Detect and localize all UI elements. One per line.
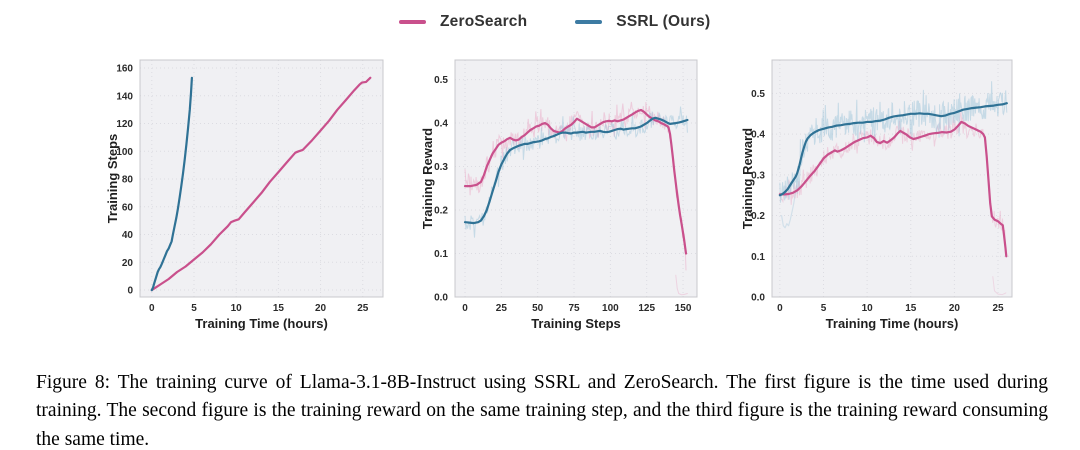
figure-caption: Figure 8: The training curve of Llama-3.… [36, 371, 1048, 450]
y-tick-label: 0.0 [751, 293, 765, 304]
x-axis-label: Training Steps [531, 316, 621, 331]
y-tick-label: 0.1 [434, 249, 448, 260]
plot-area [455, 60, 697, 297]
x-tick-label: 125 [638, 303, 655, 314]
x-tick-label: 25 [357, 303, 369, 314]
legend-item-zerosearch: ZeroSearch [399, 13, 527, 31]
y-tick-label: 60 [122, 202, 134, 213]
legend: ZeroSearch SSRL (Ours) [399, 13, 710, 31]
x-tick-label: 100 [602, 303, 619, 314]
y-tick-label: 0.3 [434, 162, 448, 173]
legend-label-ssrl: SSRL (Ours) [616, 13, 711, 30]
zerosearch-line [463, 108, 688, 255]
charts-canvas: 0 5 10 15 20 25020406080100120140160Training … [105, 59, 1013, 331]
y-tick-label: 0.5 [751, 89, 765, 100]
y-axis-label: Training Reward [740, 128, 755, 229]
x-tick-label: 0 [462, 303, 468, 314]
x-tick-label: 5 [821, 303, 827, 314]
ssrl-(ours)-line [150, 76, 193, 292]
ssrl-(ours)-line [463, 116, 689, 225]
y-tick-label: 0.2 [751, 211, 765, 222]
x-tick-label: 10 [862, 303, 874, 314]
legend-item-ssrl: SSRL (Ours) [575, 13, 710, 31]
x-tick-label: 20 [949, 303, 961, 314]
ssrl-ours--raw-trace [779, 81, 1008, 203]
y-tick-label: 0 [127, 286, 133, 297]
x-tick-label: 10 [231, 303, 243, 314]
y-tick-label: 0.0 [434, 293, 448, 304]
zerosearch-line-swatch [399, 20, 426, 24]
x-tick-label: 25 [992, 303, 1004, 314]
x-tick-label: 20 [315, 303, 327, 314]
y-tick-label: 0.5 [434, 75, 448, 86]
x-tick-label: 50 [532, 303, 544, 314]
y-tick-label: 140 [116, 91, 133, 102]
y-tick-label: 0.3 [751, 170, 765, 181]
y-tick-label: 80 [122, 175, 134, 186]
x-tick-label: 25 [496, 303, 508, 314]
x-tick-label: 15 [273, 303, 285, 314]
reward-vs-steps-chart: 0 25 50 75 100 125 150 0.0 0.1 0.2 0.3 0.4 0.5 Traini… [420, 59, 698, 331]
y-tick-label: 100 [116, 147, 133, 158]
ssrl-(ours)-line [778, 102, 1008, 197]
x-tick-label: 5 [191, 303, 197, 314]
plot-border [139, 59, 384, 298]
x-axis-label: Training Time (hours) [195, 316, 328, 331]
y-tick-label: 0.4 [434, 119, 448, 130]
zerosearch-line [778, 120, 1008, 258]
y-tick-label: 0.1 [751, 252, 765, 263]
y-axis-label: Training Steps [105, 134, 120, 224]
zerosearch-raw-tail-line [992, 276, 1007, 296]
zerosearch-raw-tail-line [675, 274, 688, 296]
legend-label-zerosearch: ZeroSearch [440, 13, 528, 30]
y-tick-label: 120 [116, 119, 133, 130]
ssrl-raw-early-dip-line [781, 178, 798, 229]
plot-border [454, 59, 698, 298]
plot-border [771, 59, 1013, 298]
plot-area [140, 60, 383, 297]
x-tick-label: 0 [777, 303, 783, 314]
y-tick-label: 160 [116, 64, 133, 75]
reward-vs-time-chart: 0 5 10 15 20 25 0.0 0.1 0.2 0.3 0.4 0.5 Training Tim… [740, 59, 1013, 331]
x-tick-label: 0 [149, 303, 155, 314]
zerosearch-raw-trace [464, 101, 687, 271]
x-tick-label: 150 [675, 303, 692, 314]
y-tick-label: 40 [122, 230, 134, 241]
y-tick-label: 20 [122, 258, 134, 269]
x-axis-label: Training Time (hours) [826, 316, 959, 331]
zerosearch-line [150, 76, 372, 292]
ssrl-line-swatch [575, 20, 603, 24]
training-steps-vs-time-chart: 0 5 10 15 20 25 0 20 40 60 80 100 120 140 160 Training … [105, 59, 384, 331]
y-tick-label: 0.4 [751, 130, 765, 141]
y-axis-label: Training Reward [420, 128, 435, 229]
y-tick-label: 0.2 [434, 206, 448, 217]
x-tick-label: 75 [568, 303, 580, 314]
x-tick-label: 15 [905, 303, 917, 314]
